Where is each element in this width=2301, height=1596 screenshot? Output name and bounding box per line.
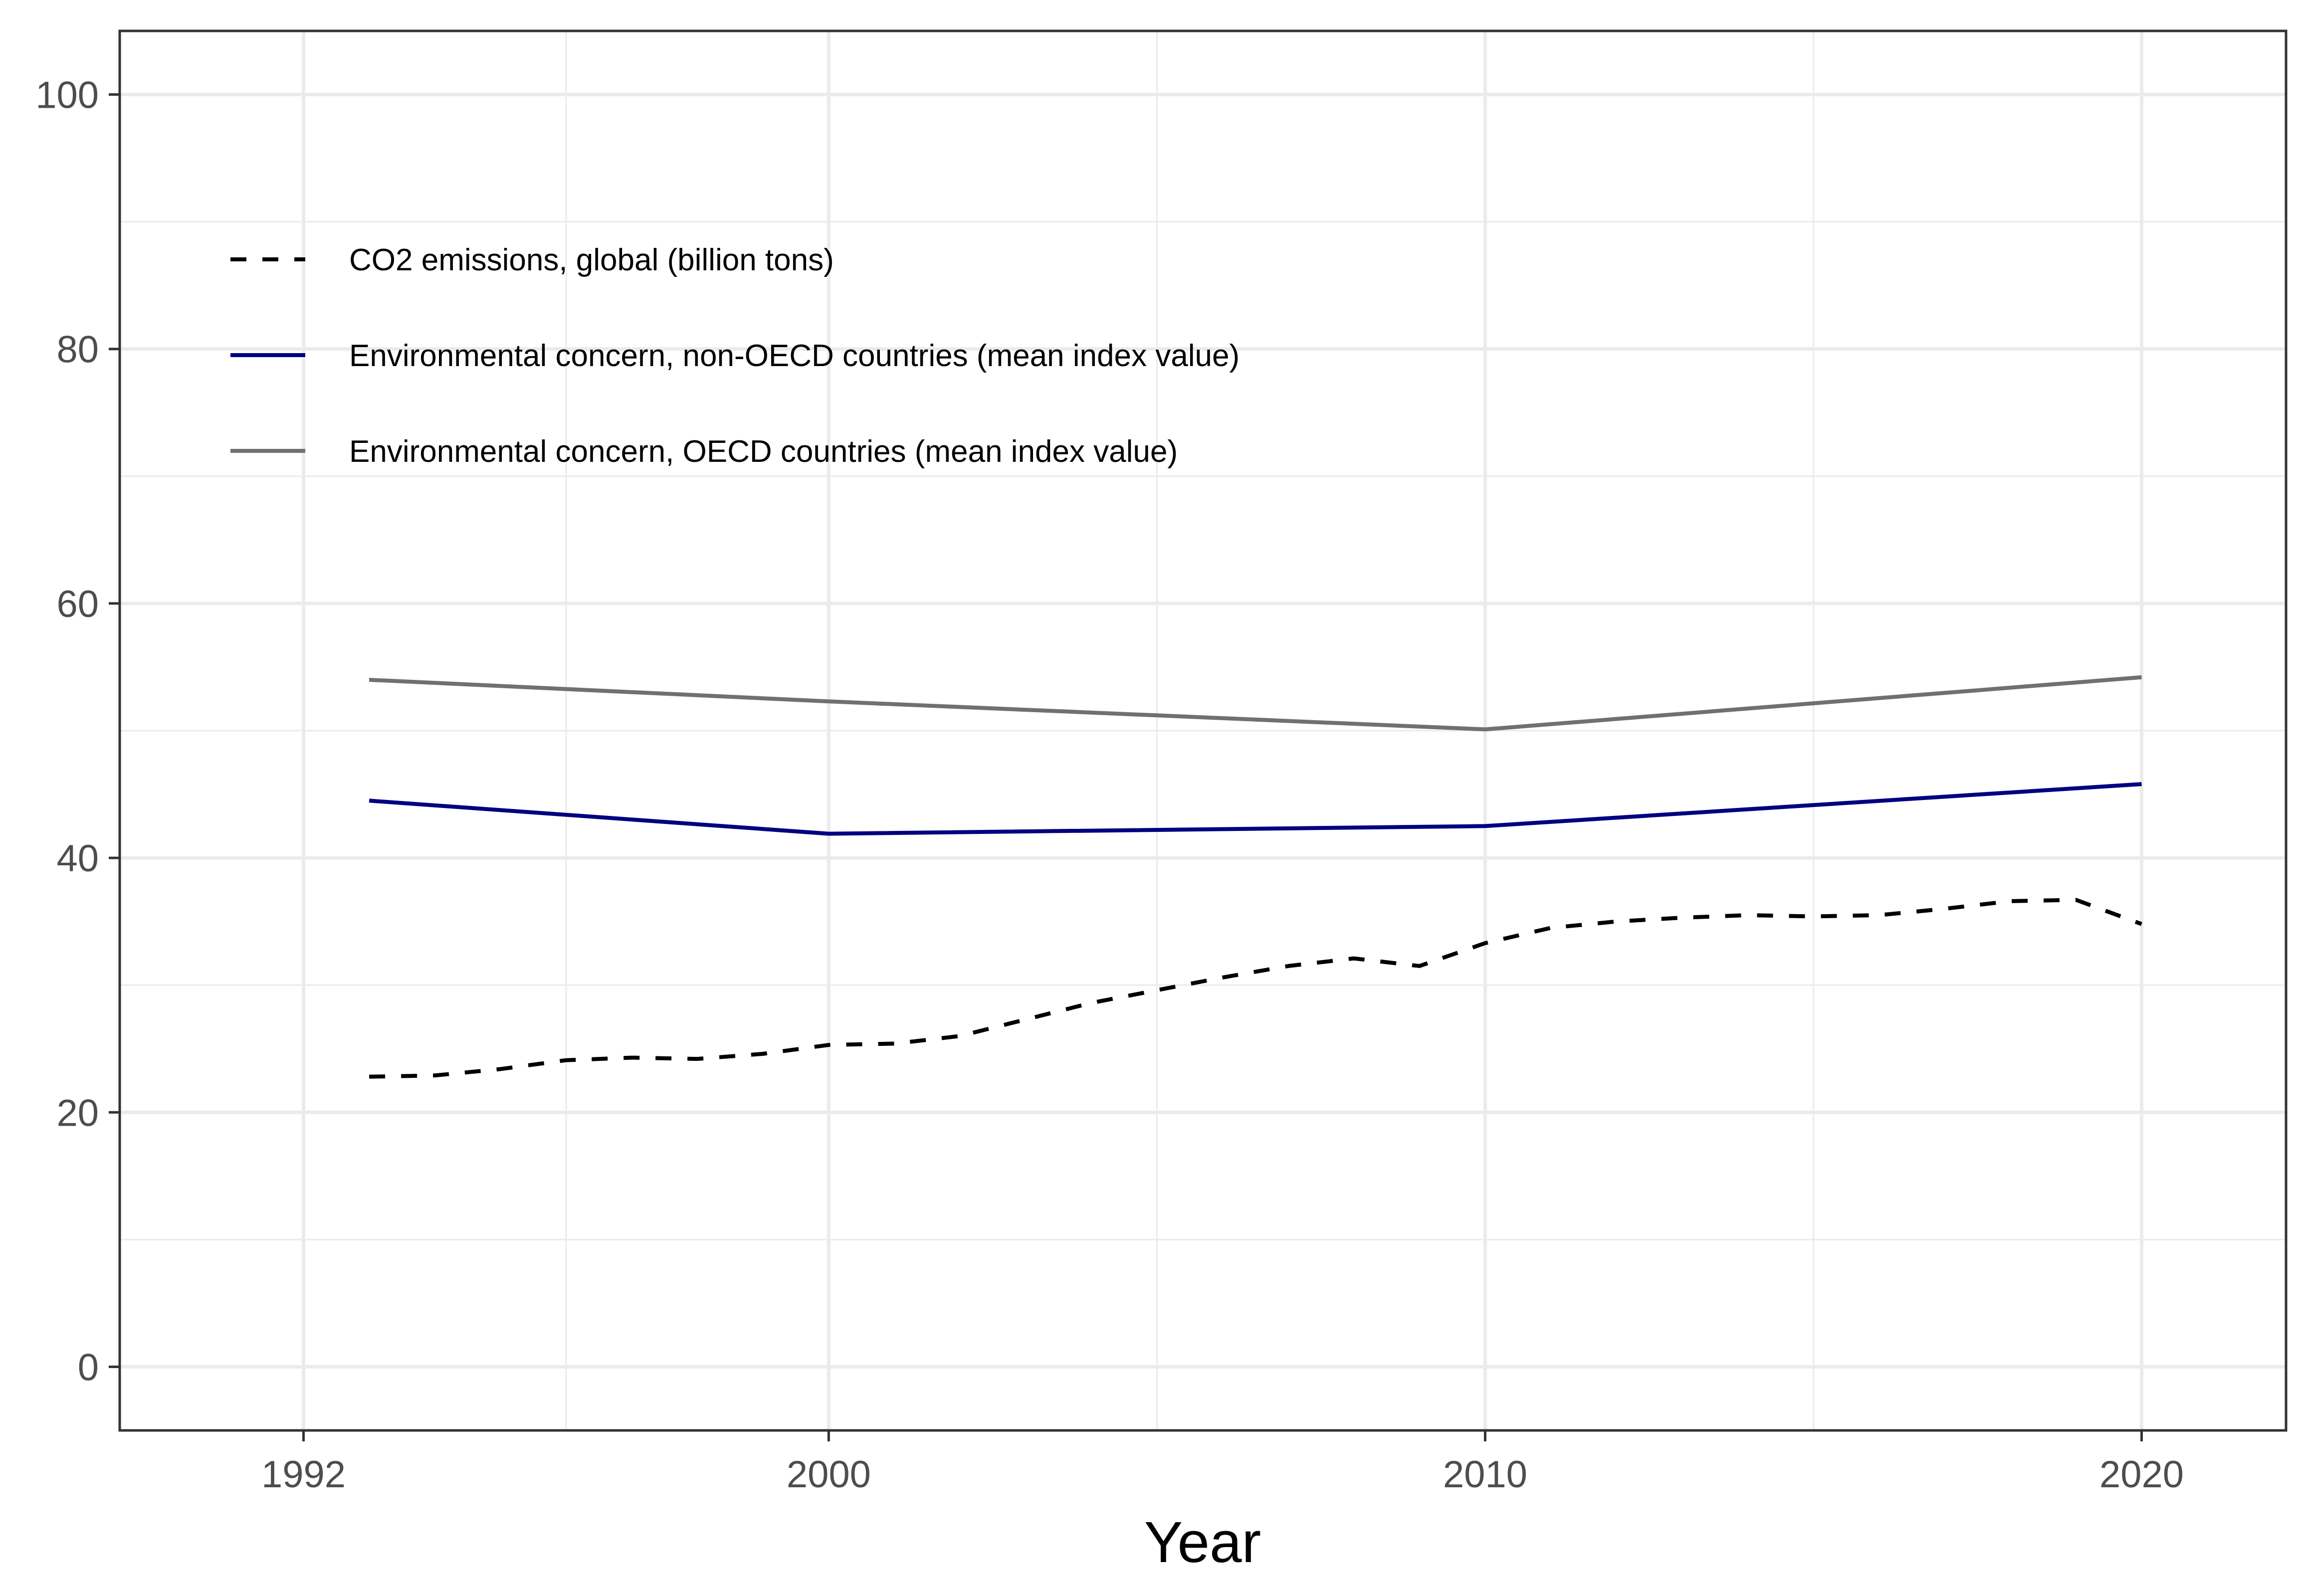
series-line <box>369 675 2142 732</box>
data-point <box>1352 957 1356 961</box>
legend-item: CO2 emissions, global (billion tons) <box>230 243 834 277</box>
data-point <box>1746 913 1750 917</box>
data-point <box>1483 941 1487 945</box>
series-1 <box>367 782 2143 836</box>
legend: CO2 emissions, global (billion tons) Envi… <box>230 243 1240 469</box>
plot-border <box>118 29 2288 1432</box>
legend-label: Environmental concern, OECD countries (m… <box>349 434 1178 469</box>
y-tick-label: 20 <box>56 1092 99 1134</box>
data-point <box>827 832 831 836</box>
data-point <box>1483 727 1487 731</box>
series-line <box>369 782 2142 836</box>
data-point <box>1615 920 1619 924</box>
data-point <box>827 1043 831 1047</box>
data-point <box>367 678 371 682</box>
data-point <box>1680 916 1684 920</box>
y-tick-label: 80 <box>56 329 99 371</box>
data-point <box>1483 824 1487 828</box>
y-tick-label: 40 <box>56 837 99 880</box>
x-tick-label: 1992 <box>261 1453 346 1496</box>
data-point <box>1418 964 1422 968</box>
y-tick-label: 0 <box>78 1346 99 1389</box>
data-point <box>1089 1001 1093 1005</box>
data-point <box>564 1058 568 1062</box>
y-tick-label: 60 <box>56 583 99 625</box>
series-line <box>369 898 2142 1079</box>
legend-item: Environmental concern, non-OECD countrie… <box>230 339 1240 373</box>
data-point <box>2139 922 2143 926</box>
data-point <box>2008 899 2012 903</box>
data-point <box>1155 988 1159 992</box>
data-point <box>2139 675 2143 679</box>
legend-item: Environmental concern, OECD countries (m… <box>230 434 1178 469</box>
data-point <box>1877 913 1881 917</box>
data-point <box>1286 964 1290 968</box>
data-point <box>1221 976 1225 980</box>
data-point <box>498 1067 502 1071</box>
data-point <box>1943 907 1947 911</box>
data-point <box>1024 1017 1028 1021</box>
data-point <box>695 1057 699 1061</box>
data-point <box>892 1042 896 1046</box>
data-point <box>1549 926 1553 930</box>
legend-label: Environmental concern, non-OECD countrie… <box>349 339 1240 373</box>
x-axis: 1992 2000 2010 2020 <box>261 1430 2184 1496</box>
data-point <box>433 1073 437 1077</box>
x-tick-label: 2010 <box>1443 1453 1527 1496</box>
minor-gridlines <box>120 31 2286 1430</box>
series-2 <box>367 675 2143 732</box>
data-point <box>367 1075 371 1079</box>
data-point <box>958 1034 962 1038</box>
legend-label: CO2 emissions, global (billion tons) <box>349 243 834 277</box>
data-point <box>1811 914 1815 918</box>
series-layer <box>367 675 2143 1079</box>
x-tick-label: 2000 <box>787 1453 871 1496</box>
data-point <box>827 699 831 703</box>
data-point <box>630 1056 634 1060</box>
data-point <box>367 798 371 802</box>
x-tick-label: 2020 <box>2099 1453 2184 1496</box>
y-axis: 0 20 40 60 80 100 <box>35 74 120 1389</box>
x-axis-title: Year <box>1144 1510 1261 1575</box>
data-point <box>2139 782 2143 786</box>
y-tick-label: 100 <box>35 74 99 117</box>
data-point <box>761 1052 765 1056</box>
series-0 <box>367 898 2143 1079</box>
data-point <box>2074 898 2078 902</box>
